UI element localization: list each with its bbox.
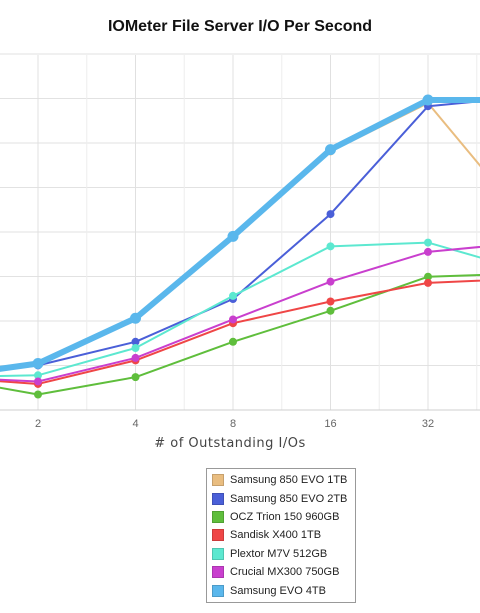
series-line	[0, 245, 480, 383]
series-line	[0, 97, 480, 372]
data-point	[130, 312, 141, 324]
x-tick-label: 8	[230, 418, 236, 430]
legend-swatch	[212, 474, 224, 487]
legend-label: Sandisk X400 1TB	[230, 529, 322, 542]
data-point	[34, 390, 42, 399]
data-point	[131, 344, 140, 352]
legend-label: OCZ Trion 150 960GB	[230, 510, 340, 523]
legend-swatch	[212, 492, 224, 505]
x-tick-label: 32	[422, 418, 434, 430]
x-tick-label: 16	[324, 418, 336, 430]
series-line	[0, 279, 480, 385]
legend-item: Samsung 850 EVO 2TB	[207, 489, 355, 507]
legend-item: Crucial MX300 750GB	[207, 563, 355, 581]
series-line	[0, 102, 480, 371]
data-point	[131, 353, 140, 362]
data-point	[326, 277, 335, 286]
legend: Samsung 850 EVO 1TB Samsung 850 EVO 2TB OC…	[206, 468, 356, 603]
data-point	[326, 306, 335, 315]
data-point	[326, 242, 335, 251]
legend-swatch	[212, 510, 224, 523]
data-point	[422, 94, 434, 106]
legend-item: Samsung EVO 4TB	[207, 581, 355, 599]
series-crucial-mx300-750gb	[0, 245, 480, 386]
x-tick-label: 4	[132, 418, 138, 430]
legend-swatch	[212, 547, 224, 560]
legend-swatch	[212, 566, 224, 579]
legend-label: Samsung EVO 4TB	[230, 584, 326, 597]
data-point	[326, 210, 335, 219]
legend-label: Crucial MX300 750GB	[230, 566, 340, 579]
legend-item: OCZ Trion 150 960GB	[207, 508, 355, 526]
legend-item: Sandisk X400 1TB	[207, 526, 355, 544]
legend-item: Plextor M7V 512GB	[207, 545, 355, 563]
data-point	[326, 297, 335, 306]
data-point	[227, 230, 239, 242]
data-point	[34, 371, 42, 380]
data-point	[424, 278, 432, 287]
data-point	[229, 291, 237, 300]
x-tick-label: 2	[35, 418, 41, 430]
data-point	[424, 238, 432, 247]
x-axis-ticks: 2 4 8 16 32	[35, 418, 434, 430]
data-point	[34, 377, 42, 386]
series-samsung-evo-4tb	[0, 94, 480, 372]
data-point	[32, 358, 44, 369]
series-ocz-trion-150-960gb	[0, 272, 480, 399]
data-point	[131, 337, 140, 346]
legend-label: Plextor M7V 512GB	[230, 547, 328, 560]
data-point	[131, 373, 140, 382]
legend-label: Samsung 850 EVO 1TB	[230, 474, 348, 487]
legend-label: Samsung 850 EVO 2TB	[230, 492, 348, 505]
data-point	[229, 337, 237, 346]
x-axis-title: # of Outstanding I/Os	[154, 436, 306, 451]
chart-title: IOMeter File Server I/O Per Second	[107, 18, 373, 35]
data-point	[229, 315, 237, 324]
data-point	[424, 272, 432, 281]
data-point	[325, 144, 336, 156]
data-point	[424, 247, 432, 256]
series-line	[0, 100, 480, 371]
legend-swatch	[212, 584, 224, 597]
series-plextor-m7v-512gb	[0, 238, 480, 380]
legend-swatch	[212, 529, 224, 542]
legend-item: Samsung 850 EVO 1TB	[207, 471, 355, 489]
series-samsung-850-evo-2tb	[0, 100, 480, 371]
line-chart: 2 4 8 16 32 # of Outstanding I/Os	[0, 53, 480, 451]
series-lines	[0, 94, 480, 399]
